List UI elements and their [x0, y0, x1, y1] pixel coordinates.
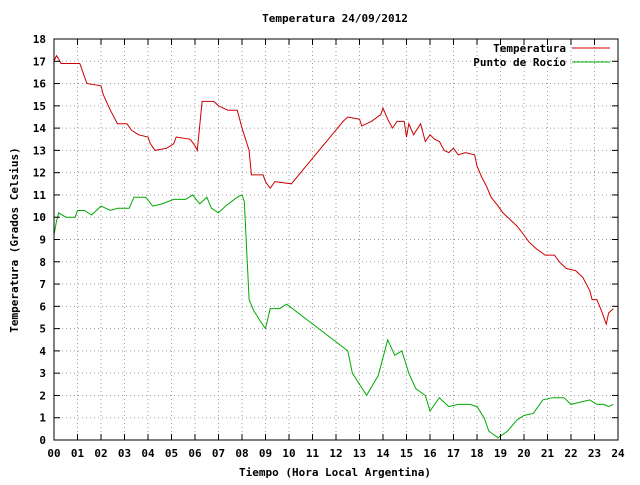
x-tick-label: 08 [235, 447, 248, 460]
y-tick-label: 12 [33, 167, 46, 180]
y-tick-label: 10 [33, 211, 46, 224]
y-tick-label: 2 [39, 389, 46, 402]
x-tick-label: 19 [494, 447, 507, 460]
x-tick-label: 05 [165, 447, 178, 460]
x-tick-label: 09 [259, 447, 272, 460]
x-tick-label: 07 [212, 447, 225, 460]
x-tick-label: 24 [611, 447, 625, 460]
x-tick-label: 03 [118, 447, 131, 460]
y-tick-label: 13 [33, 144, 46, 157]
y-tick-label: 17 [33, 55, 46, 68]
x-tick-label: 10 [282, 447, 295, 460]
x-tick-label: 00 [47, 447, 60, 460]
y-tick-label: 11 [33, 189, 47, 202]
series-line-temperatura [53, 54, 614, 327]
chart-title: Temperatura 24/09/2012 [262, 12, 408, 25]
y-tick-label: 0 [39, 434, 46, 447]
x-tick-label: 20 [517, 447, 530, 460]
y-tick-label: 7 [39, 278, 46, 291]
y-tick-label: 14 [33, 122, 47, 135]
axis-ticks: 00 01 02 03 04 05 06 07 08 09 10 11 12 13 14 15 16 17 18 19… [33, 33, 625, 460]
x-tick-label: 11 [306, 447, 320, 460]
y-tick-label: 4 [39, 345, 46, 358]
x-tick-label: 02 [94, 447, 107, 460]
y-tick-label: 18 [33, 33, 46, 46]
x-tick-label: 23 [588, 447, 601, 460]
legend-label: Temperatura [493, 42, 566, 55]
series-group [53, 54, 614, 439]
series-line-punto-de-rocio [53, 194, 614, 439]
y-tick-label: 16 [33, 78, 47, 91]
x-tick-label: 14 [376, 447, 390, 460]
x-tick-label: 18 [470, 447, 483, 460]
grid [53, 38, 619, 441]
x-tick-label: 12 [329, 447, 342, 460]
x-tick-label: 01 [71, 447, 85, 460]
y-tick-label: 6 [39, 300, 46, 313]
x-tick-label: 22 [564, 447, 577, 460]
x-axis-label: Tiempo (Hora Local Argentina) [239, 466, 431, 479]
y-tick-label: 8 [39, 256, 46, 269]
y-tick-label: 5 [39, 323, 46, 336]
x-tick-label: 17 [447, 447, 460, 460]
y-tick-label: 15 [33, 100, 46, 113]
y-tick-label: 1 [39, 412, 46, 425]
x-tick-label: 04 [141, 447, 155, 460]
x-tick-label: 13 [353, 447, 366, 460]
y-tick-label: 3 [39, 367, 46, 380]
x-tick-label: 15 [400, 447, 413, 460]
x-tick-label: 21 [541, 447, 555, 460]
legend-label: Punto de Rocío [473, 56, 566, 69]
y-tick-label: 9 [39, 234, 46, 247]
x-tick-label: 16 [423, 447, 437, 460]
y-axis-label: Temperatura (Grados Celsius) [8, 147, 21, 332]
x-tick-label: 06 [188, 447, 202, 460]
